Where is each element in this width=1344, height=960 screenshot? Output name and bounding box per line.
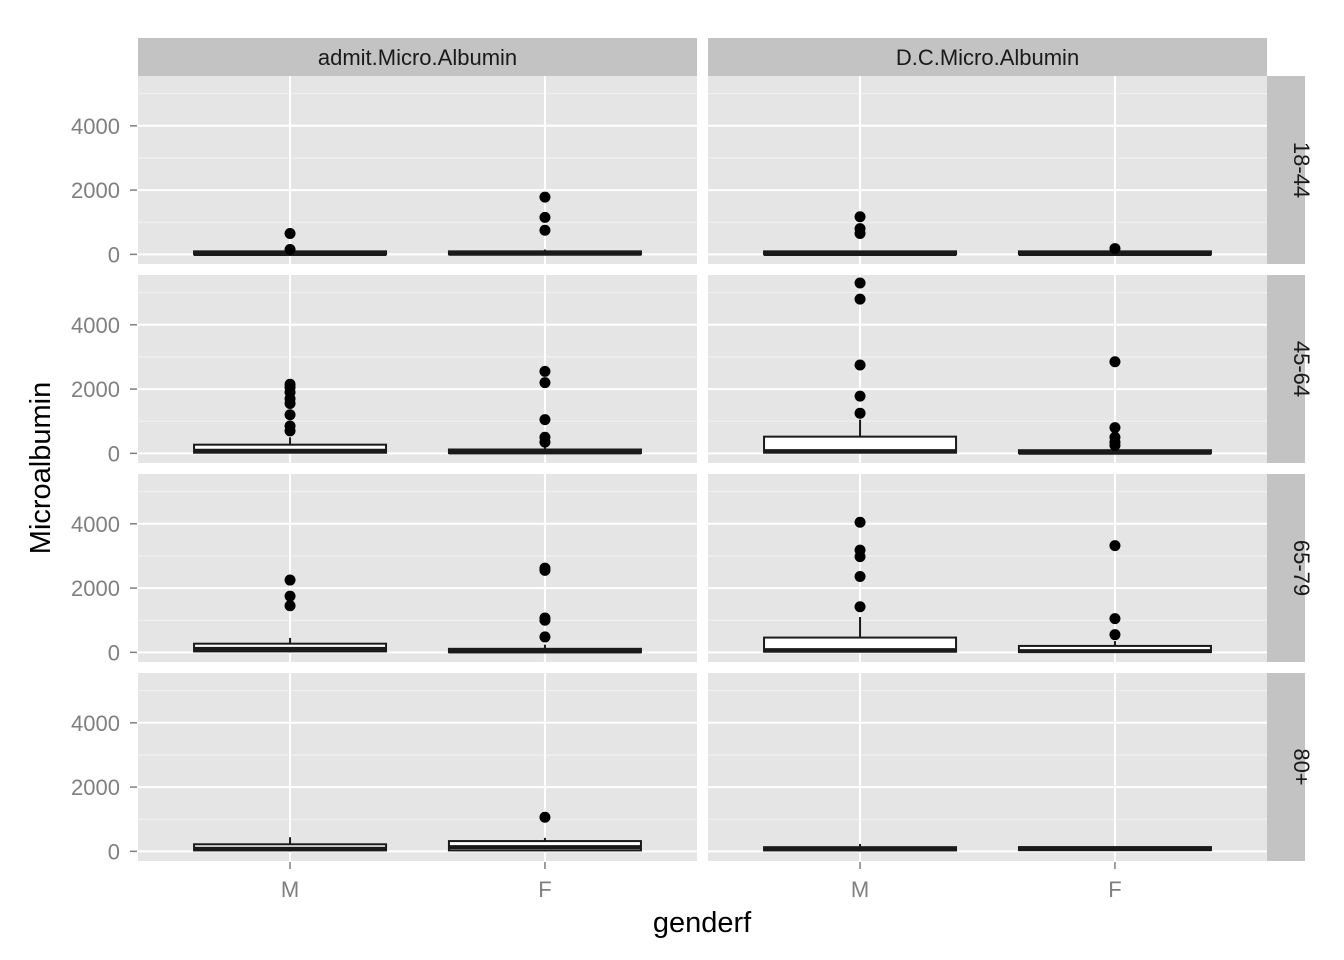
facet-strip-col xyxy=(138,38,697,76)
y-tick-label: 2000 xyxy=(71,178,120,203)
outlier-point xyxy=(539,431,551,443)
outlier-point xyxy=(854,211,866,223)
facet-label-col: D.C.Micro.Albumin xyxy=(896,45,1079,70)
outlier-point xyxy=(1109,613,1121,625)
outlier-point xyxy=(1109,422,1121,434)
outlier-point xyxy=(539,191,551,203)
y-tick-label: 0 xyxy=(108,441,120,466)
y-tick-label: 2000 xyxy=(71,377,120,402)
outlier-point xyxy=(854,293,866,305)
panel-background xyxy=(138,275,697,463)
facet-strip-row xyxy=(1267,76,1305,264)
y-axis-title: Microalbumin xyxy=(25,382,57,554)
outlier-point xyxy=(539,224,551,236)
x-tick-label: F xyxy=(538,877,551,902)
outlier-point xyxy=(854,359,866,371)
y-tick-label: 4000 xyxy=(71,313,120,338)
y-tick-label: 4000 xyxy=(71,114,120,139)
outlier-point xyxy=(539,365,551,377)
x-tick-label: M xyxy=(851,877,869,902)
outlier-point xyxy=(284,600,296,612)
y-tick-label: 0 xyxy=(108,640,120,665)
outlier-point xyxy=(284,409,296,421)
outlier-point xyxy=(854,601,866,613)
x-axis-title: genderf xyxy=(653,907,752,939)
facet-label-row: 18-44 xyxy=(1289,142,1314,198)
outlier-point xyxy=(854,223,866,235)
outlier-point xyxy=(1109,540,1121,552)
panel-background xyxy=(138,474,697,662)
outlier-point xyxy=(284,244,296,256)
outlier-point xyxy=(1109,629,1121,641)
y-tick-label: 2000 xyxy=(71,775,120,800)
outlier-point xyxy=(854,390,866,402)
outlier-point xyxy=(539,612,551,624)
facet-strip-row xyxy=(1267,275,1305,463)
outlier-point xyxy=(1109,243,1121,255)
outlier-point xyxy=(284,227,296,239)
panel-background xyxy=(708,76,1267,264)
y-tick-label: 4000 xyxy=(71,711,120,736)
x-tick-label: F xyxy=(1108,877,1121,902)
outlier-point xyxy=(854,277,866,289)
outlier-point xyxy=(854,544,866,556)
outlier-point xyxy=(539,811,551,823)
x-tick-label: M xyxy=(281,877,299,902)
outlier-point xyxy=(284,590,296,602)
y-tick-label: 4000 xyxy=(71,512,120,537)
y-tick-label: 0 xyxy=(108,242,120,267)
outlier-point xyxy=(539,562,551,574)
panel-background xyxy=(708,474,1267,662)
outlier-point xyxy=(539,377,551,389)
outlier-point xyxy=(1109,356,1121,368)
facet-label-row: 45-64 xyxy=(1289,341,1314,397)
outlier-point xyxy=(284,378,296,390)
facet-strip-row xyxy=(1267,673,1305,861)
y-tick-label: 2000 xyxy=(71,576,120,601)
outlier-point xyxy=(854,407,866,419)
outlier-point xyxy=(284,420,296,432)
facet-label-row: 65-79 xyxy=(1289,540,1314,596)
outlier-point xyxy=(1109,431,1121,443)
outlier-point xyxy=(539,414,551,426)
outlier-point xyxy=(854,516,866,528)
panel-background xyxy=(708,275,1267,463)
facet-label-col: admit.Micro.Albumin xyxy=(318,45,517,70)
facet-label-row: 80+ xyxy=(1289,748,1314,785)
outlier-point xyxy=(539,211,551,223)
y-tick-label: 0 xyxy=(108,839,120,864)
outlier-point xyxy=(284,574,296,586)
panel-background xyxy=(138,76,697,264)
facet-strip-col xyxy=(708,38,1267,76)
outlier-point xyxy=(539,631,551,643)
panel-background xyxy=(138,673,697,861)
facet-strip-row xyxy=(1267,474,1305,662)
panel-background xyxy=(708,673,1267,861)
outlier-point xyxy=(854,571,866,583)
